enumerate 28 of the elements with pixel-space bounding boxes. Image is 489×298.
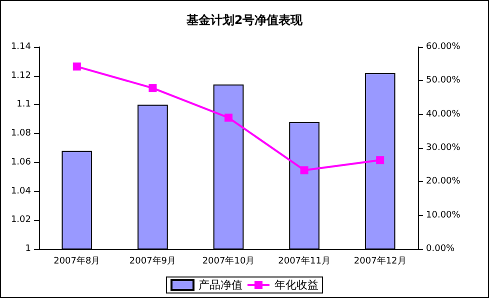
y-tick-label: 1.08 xyxy=(10,128,32,139)
y2-tick-label: 10.00% xyxy=(426,210,461,220)
y-tick-label: 1.02 xyxy=(10,215,31,226)
chart-title: 基金计划2号净值表现 xyxy=(185,13,304,27)
y2-tick-label: 20.00% xyxy=(426,176,461,187)
x-tick-label: 2007年9月 xyxy=(129,256,176,266)
legend-label: 产品净值 xyxy=(198,278,242,292)
x-tick-label: 2007年11月 xyxy=(278,256,330,266)
point xyxy=(148,84,157,92)
y-tick-label: 1 xyxy=(25,244,31,254)
x-tick-label: 2007年10月 xyxy=(202,256,255,266)
y-tick-label: 1.14 xyxy=(10,42,32,52)
y2-tick-label: 50.00% xyxy=(426,76,461,86)
point xyxy=(300,166,308,174)
y2-tick-label: 30.00% xyxy=(426,143,461,153)
legend-label: 年化收益 xyxy=(274,278,318,292)
y2-tick-label: 40.00% xyxy=(426,109,461,120)
x-tick-label: 2007年8月 xyxy=(54,256,100,266)
point xyxy=(376,156,384,164)
y2-tick-label: 60.00% xyxy=(426,42,461,52)
y2-tick-label: 0.00% xyxy=(426,244,456,254)
y-tick-label: 1.06 xyxy=(10,157,32,168)
point xyxy=(72,62,81,71)
point xyxy=(224,114,232,122)
y-tick-label: 1.12 xyxy=(10,70,31,81)
x-tick-label: 2007年12月 xyxy=(354,256,406,266)
y-tick-label: 1.1 xyxy=(16,100,31,110)
y-tick-label: 1.04 xyxy=(10,186,32,196)
